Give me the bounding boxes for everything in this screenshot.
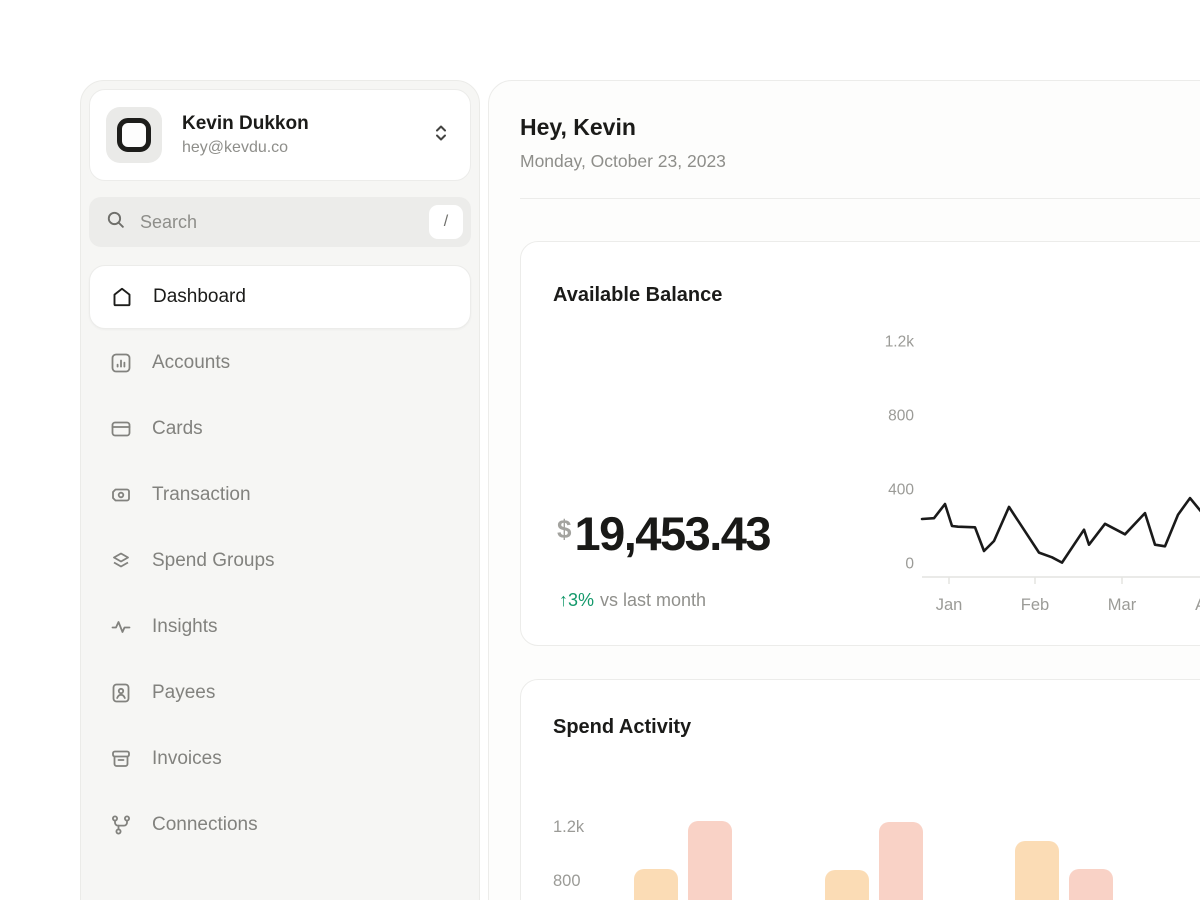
sidebar-item-label: Connections — [152, 814, 258, 835]
header-divider — [520, 198, 1200, 199]
bar-series-a — [1015, 841, 1059, 900]
sidebar-item-connections[interactable]: Connections — [89, 793, 471, 857]
credit-card-icon — [109, 417, 133, 441]
chevron-updown-icon — [432, 122, 450, 149]
profile-switcher[interactable]: Kevin Dukkon hey@kevdu.co — [89, 89, 471, 181]
search-input[interactable] — [140, 211, 429, 233]
line-chart-x-tick: Apr — [1195, 596, 1200, 614]
change-value: 3% — [568, 590, 595, 610]
sidebar-item-spend-groups[interactable]: Spend Groups — [89, 529, 471, 593]
line-chart-y-tick: 1.2k — [885, 333, 915, 350]
sidebar-item-label: Insights — [152, 616, 218, 637]
home-icon — [110, 285, 134, 309]
bar-chart-icon — [109, 351, 133, 375]
line-chart-x-tick: Feb — [1021, 596, 1049, 614]
sidebar-item-label: Payees — [152, 682, 216, 703]
sidebar-item-invoices[interactable]: Invoices — [89, 727, 471, 791]
sidebar-nav: Dashboard Accounts Cards — [89, 265, 471, 859]
sidebar-item-label: Spend Groups — [152, 550, 275, 571]
main-panel: Hey, Kevin Monday, October 23, 2023 Avai… — [488, 80, 1200, 900]
balance-amount: $ 19,453.43 — [557, 507, 772, 560]
bar-chart-y-tick: 1.2k — [553, 818, 585, 836]
avatar — [106, 107, 162, 163]
search-bar[interactable]: / — [89, 197, 471, 247]
sidebar-item-payees[interactable]: Payees — [89, 661, 471, 725]
line-chart-y-tick: 400 — [888, 481, 914, 498]
change-caption: vs last month — [600, 590, 707, 610]
spend-activity-card: Spend Activity 1.2k 800 — [520, 679, 1200, 900]
archive-box-icon — [109, 747, 133, 771]
page-title: Hey, Kevin — [520, 114, 636, 140]
balance-line-chart: 1.2k 800 400 0 Jan Feb Mar Apr — [842, 322, 1200, 622]
available-balance-card: Available Balance $ 19,453.43 ↑3% vs last… — [520, 241, 1200, 646]
balance-change: ↑3% vs last month — [559, 590, 706, 611]
bar-series-b — [878, 821, 923, 900]
contact-card-icon — [109, 681, 133, 705]
change-up-arrow-icon: ↑ — [559, 590, 568, 610]
bar-series-b — [1069, 868, 1113, 900]
bar-series-a — [824, 870, 869, 900]
sidebar-item-label: Dashboard — [153, 286, 246, 307]
line-chart-y-tick: 800 — [888, 407, 914, 424]
line-chart-y-tick: 0 — [905, 555, 914, 572]
line-chart-x-tick: Mar — [1108, 596, 1137, 614]
sidebar-item-label: Transaction — [152, 484, 251, 505]
sidebar-item-insights[interactable]: Insights — [89, 595, 471, 659]
sidebar-item-cards[interactable]: Cards — [89, 397, 471, 461]
branch-network-icon — [109, 813, 133, 837]
bar-series-b — [688, 820, 732, 900]
profile-name: Kevin Dukkon — [182, 112, 309, 134]
balance-card-title: Available Balance — [553, 284, 723, 306]
layers-icon — [109, 549, 133, 573]
banknote-icon — [109, 483, 133, 507]
profile-text: Kevin Dukkon hey@kevdu.co — [182, 112, 432, 158]
sidebar-item-label: Cards — [152, 418, 203, 439]
bar-chart-y-tick: 800 — [553, 872, 581, 890]
sidebar-item-accounts[interactable]: Accounts — [89, 331, 471, 395]
spend-card-title: Spend Activity — [553, 716, 692, 738]
profile-email: hey@kevdu.co — [182, 138, 289, 156]
search-icon — [105, 209, 126, 235]
sidebar-item-dashboard[interactable]: Dashboard — [89, 265, 471, 329]
currency-symbol: $ — [557, 514, 572, 544]
bar-series-a — [634, 868, 678, 900]
line-chart-x-tick: Jan — [936, 596, 963, 614]
sidebar-item-label: Invoices — [152, 748, 222, 769]
balance-value: 19,453.43 — [574, 507, 771, 560]
balance-trend-line — [920, 496, 1200, 564]
avatar-logo-icon — [117, 118, 151, 152]
activity-icon — [109, 615, 133, 639]
header-date: Monday, October 23, 2023 — [520, 151, 726, 171]
sidebar-item-transaction[interactable]: Transaction — [89, 463, 471, 527]
main-header: Hey, Kevin Monday, October 23, 2023 — [489, 81, 1200, 199]
sidebar: Kevin Dukkon hey@kevdu.co / — [80, 80, 480, 900]
search-shortcut-badge: / — [429, 205, 463, 239]
spend-bar-chart: 1.2k 800 — [521, 680, 1200, 900]
sidebar-item-label: Accounts — [152, 352, 231, 373]
